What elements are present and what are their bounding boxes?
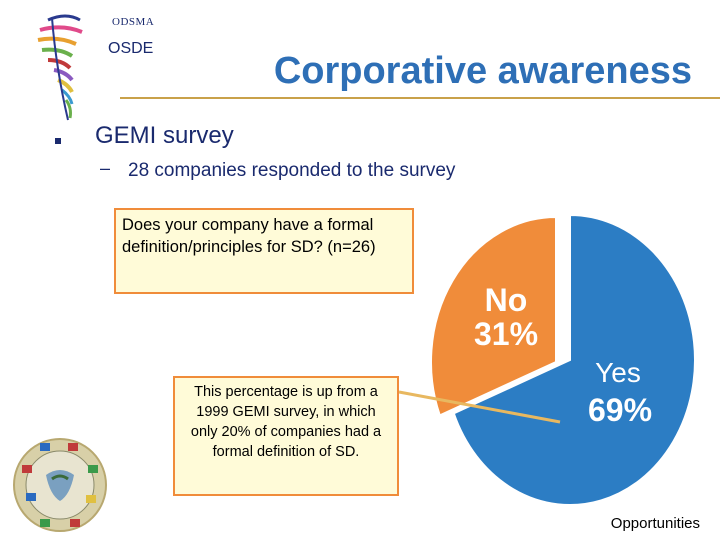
bullet-level-2: 28 companies responded to the survey xyxy=(128,160,456,181)
footer-label: Opportunities xyxy=(610,515,700,532)
callout-note-box: This percentage is up from a 1999 GEMI s… xyxy=(173,376,399,496)
survey-question-box: Does your company have a formal definiti… xyxy=(114,208,414,294)
pie-label-yes: Yes xyxy=(595,357,641,388)
pie-value-no: 31% xyxy=(474,316,538,352)
pie-label-no: No xyxy=(485,282,528,318)
pie-value-yes: 69% xyxy=(588,392,652,428)
unit-name: OSDE xyxy=(108,40,154,57)
dash-icon: – xyxy=(100,158,111,178)
pie-slice-yes xyxy=(452,213,696,506)
bullet-level-1: GEMI survey xyxy=(95,122,234,149)
oas-seal-icon xyxy=(13,438,107,532)
pie-slice-no xyxy=(430,215,557,417)
organization-logo xyxy=(37,14,83,121)
bullet-square-icon xyxy=(55,138,61,144)
title-divider xyxy=(120,97,720,99)
org-name: ODSMA xyxy=(112,16,155,28)
slide-title: Corporative awareness xyxy=(273,50,692,92)
